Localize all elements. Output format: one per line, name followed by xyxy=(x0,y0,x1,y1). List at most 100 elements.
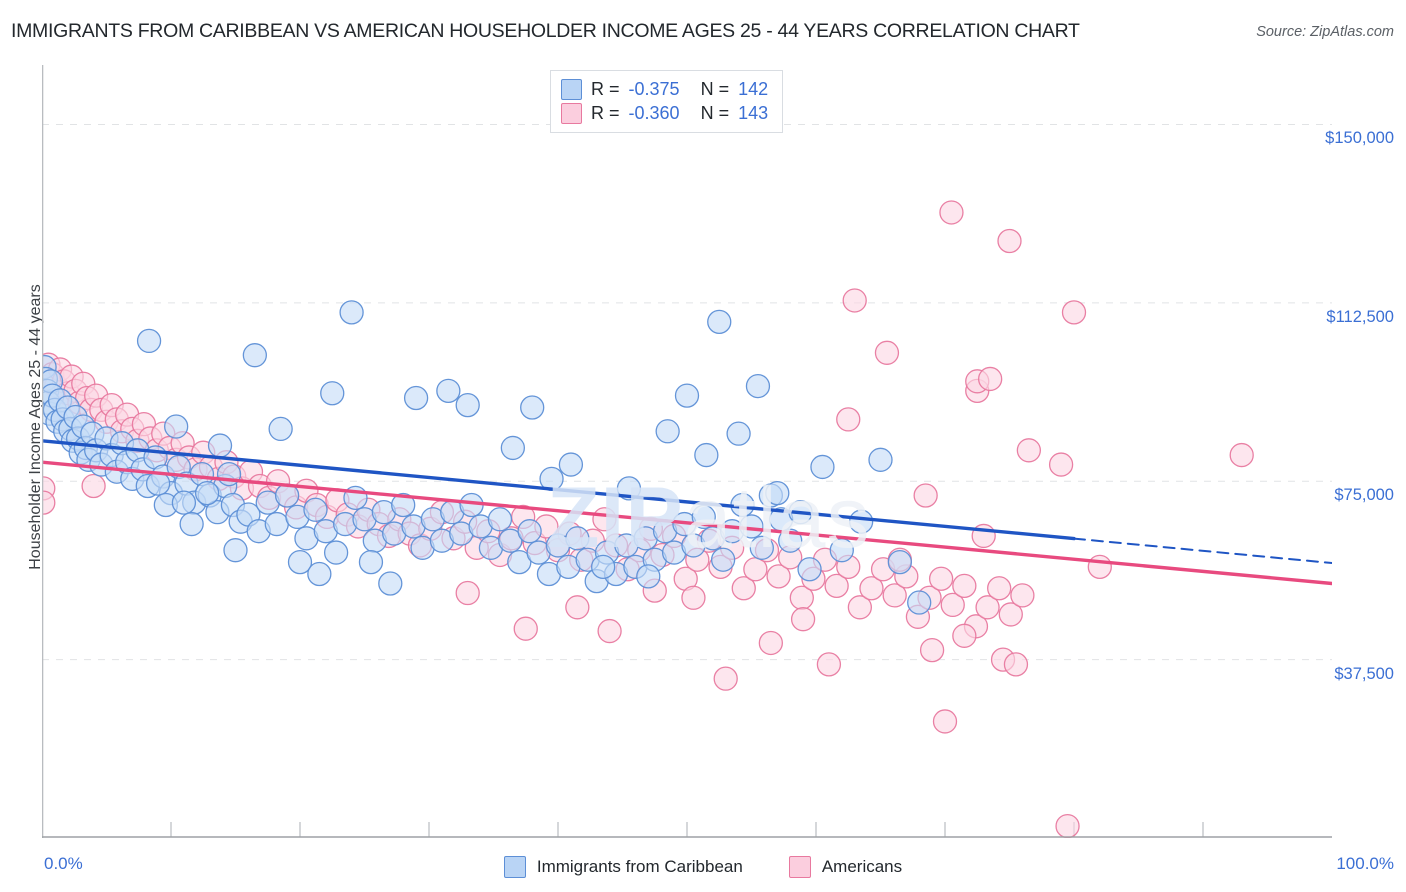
x-axis-max-label: 100.0% xyxy=(1336,854,1394,873)
data-point xyxy=(868,447,893,472)
y-tick-label: $37,500 xyxy=(1334,664,1394,683)
data-point xyxy=(1048,452,1074,477)
r-value-immigrants: -0.375 xyxy=(628,79,680,99)
trend-line-solid xyxy=(42,460,1332,586)
data-point xyxy=(500,435,526,461)
data-point xyxy=(264,511,289,537)
data-point xyxy=(952,573,977,599)
data-point xyxy=(674,383,700,408)
data-point xyxy=(520,395,545,420)
data-point xyxy=(932,709,958,734)
data-point xyxy=(790,607,816,632)
data-point xyxy=(907,590,932,615)
y-tick-label: $75,000 xyxy=(1334,486,1394,505)
r-value-americans: -0.360 xyxy=(628,103,680,123)
legend-label-americans: Americans xyxy=(821,857,903,876)
page-title: IMMIGRANTS FROM CARIBBEAN VS AMERICAN HO… xyxy=(11,20,1080,42)
data-point xyxy=(710,547,736,572)
data-point xyxy=(694,442,719,468)
plot-area: ZIPatlas xyxy=(42,65,1332,838)
data-point xyxy=(829,538,854,563)
data-point xyxy=(726,421,751,446)
data-point xyxy=(655,419,680,444)
data-point xyxy=(810,454,835,480)
data-point xyxy=(287,549,313,575)
data-point xyxy=(1087,554,1112,580)
data-point xyxy=(636,564,661,589)
data-point xyxy=(1229,442,1254,468)
data-point xyxy=(765,480,790,506)
blue-swatch-icon xyxy=(561,79,582,100)
data-point xyxy=(436,378,461,403)
data-point xyxy=(136,328,162,354)
data-points-immigrants xyxy=(42,300,932,615)
data-point xyxy=(1016,438,1041,463)
trend-line-solid xyxy=(42,439,1076,541)
x-axis-min-label: 0.0% xyxy=(44,854,83,873)
data-point xyxy=(928,566,954,591)
data-point xyxy=(565,595,590,620)
blue-swatch-icon xyxy=(503,856,526,878)
data-point xyxy=(749,535,774,560)
data-point xyxy=(591,554,616,580)
data-point xyxy=(987,576,1012,601)
data-point xyxy=(882,583,907,608)
n-value-americans: 143 xyxy=(738,103,769,123)
data-point xyxy=(303,497,328,522)
data-point xyxy=(778,528,803,553)
data-point xyxy=(859,576,884,601)
data-point xyxy=(766,564,791,589)
data-point xyxy=(513,616,538,641)
data-point xyxy=(842,288,867,313)
n-value-immigrants: 142 xyxy=(738,79,769,99)
data-point xyxy=(849,509,874,534)
trend-line-dashed xyxy=(1073,537,1332,565)
data-point xyxy=(592,507,617,532)
data-point xyxy=(824,573,849,599)
data-point xyxy=(681,585,706,610)
scatter-plot-svg xyxy=(42,65,1332,838)
pink-swatch-icon xyxy=(788,856,811,878)
n-label: N = xyxy=(700,79,730,99)
legend-item-immigrants[interactable]: Immigrants from Caribbean xyxy=(503,856,743,878)
data-point xyxy=(268,416,293,442)
data-point xyxy=(1010,583,1035,608)
data-point xyxy=(507,549,532,575)
data-point xyxy=(758,630,783,656)
legend-label-immigrants: Immigrants from Caribbean xyxy=(536,857,743,876)
series-legend: Immigrants from Caribbean Americans xyxy=(0,856,1406,878)
data-point xyxy=(597,618,622,644)
data-point xyxy=(797,557,822,582)
data-point xyxy=(242,343,268,368)
data-point xyxy=(1061,300,1087,325)
stats-row-immigrants: R = -0.375 N = 142 xyxy=(561,79,768,100)
data-point xyxy=(940,592,965,618)
legend-item-americans[interactable]: Americans xyxy=(788,856,903,878)
data-point xyxy=(919,637,945,663)
data-point xyxy=(713,666,738,691)
data-point xyxy=(1055,813,1080,838)
data-point xyxy=(207,433,233,458)
stats-row-americans: R = -0.360 N = 143 xyxy=(561,103,768,124)
r-label: R = xyxy=(591,103,620,123)
data-point xyxy=(939,200,964,225)
data-point xyxy=(455,392,480,418)
data-point xyxy=(320,381,345,406)
data-point xyxy=(745,373,771,399)
data-point xyxy=(707,309,732,335)
data-point xyxy=(1003,652,1029,677)
pink-swatch-icon xyxy=(561,103,582,124)
data-point xyxy=(81,473,106,499)
data-point xyxy=(194,480,220,506)
trend-lines xyxy=(42,439,1332,586)
data-point xyxy=(171,490,197,515)
data-point xyxy=(997,228,1022,254)
data-point xyxy=(565,526,590,551)
data-point xyxy=(913,483,938,508)
data-point xyxy=(847,595,873,620)
data-point xyxy=(339,300,364,325)
data-point xyxy=(455,580,480,606)
r-label: R = xyxy=(591,79,620,99)
source-label: Source: ZipAtlas.com xyxy=(1256,24,1394,40)
